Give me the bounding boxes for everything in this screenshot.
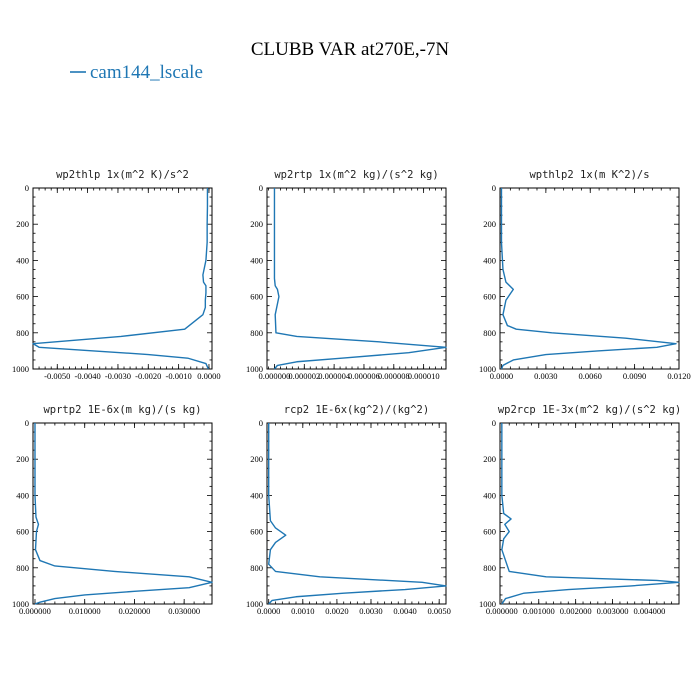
y-tick-label: 600: [250, 292, 263, 302]
y-tick-label: 200: [483, 219, 496, 229]
y-tick-label: 800: [250, 328, 263, 338]
axis-frame: [266, 422, 447, 605]
y-tick-label: 1000: [12, 364, 29, 374]
y-tick-label: 600: [483, 527, 496, 537]
series-line-cam144_lscale: [500, 188, 677, 370]
x-tick-label: 0.003000: [597, 606, 629, 616]
x-tick-label: 0.0060: [579, 371, 602, 381]
y-tick-label: 0: [492, 418, 496, 428]
x-tick-label: 0.000010: [408, 371, 440, 381]
y-tick-label: 200: [16, 454, 29, 464]
y-tick-label: 400: [16, 490, 29, 500]
y-tick-label: 400: [250, 255, 263, 265]
panel-title: wpthlp2 1x(m K^2)/s: [529, 169, 649, 181]
panel-title: rcp2 1E-6x(kg^2)/(kg^2): [284, 404, 429, 416]
y-tick-label: 800: [483, 563, 496, 573]
y-tick-label: 1000: [12, 599, 29, 609]
panel-2: wp2rtp 1x(m^2 kg)/(s^2 kg) 0 200 400 600 800 1…: [246, 169, 447, 381]
y-tick-label: 1000: [246, 364, 263, 374]
y-tick-label: 800: [250, 563, 263, 573]
y-tick-label: 0: [492, 183, 496, 193]
x-tick-label: 0.030000: [168, 606, 200, 616]
x-tick-label: 0.004000: [634, 606, 666, 616]
series-line-cam144_lscale: [268, 423, 447, 605]
panel-5: rcp2 1E-6x(kg^2)/(kg^2) 0 200 400 600 800 1000…: [246, 404, 451, 616]
x-tick-label: 0.0000: [257, 606, 280, 616]
y-tick-label: 200: [250, 219, 263, 229]
series-line-cam144_lscale: [501, 423, 680, 605]
x-tick-label: 0.010000: [69, 606, 101, 616]
x-tick-label: 0.020000: [118, 606, 150, 616]
y-tick-label: 0: [25, 418, 29, 428]
axis-frame: [499, 422, 680, 605]
legend-label: cam144_lscale: [90, 62, 203, 83]
axis-frame: [266, 187, 447, 370]
y-tick-label: 200: [16, 219, 29, 229]
y-tick-label: 400: [16, 255, 29, 265]
figure-title: CLUBB VAR at270E,-7N: [251, 39, 450, 60]
y-tick-label: 600: [483, 292, 496, 302]
x-tick-label: 0.0000: [197, 371, 220, 381]
x-tick-label: 0.0010: [291, 606, 314, 616]
x-tick-label: 0.0030: [534, 371, 557, 381]
y-tick-label: 0: [259, 418, 263, 428]
panel-title: wp2rtp 1x(m^2 kg)/(s^2 kg): [274, 169, 438, 181]
y-tick-label: 800: [16, 328, 29, 338]
y-tick-label: 400: [483, 255, 496, 265]
x-tick-label: 0.0030: [359, 606, 382, 616]
panel-4: wprtp2 1E-6x(m kg)/(s kg) 0 200 400 600 800 10…: [12, 404, 213, 616]
panel-1: wp2thlp 1x(m^2 K)/s^2 0 200 400 600 800 1000 -0…: [12, 169, 221, 381]
x-tick-label: 0.000000: [19, 606, 51, 616]
panel-title: wp2rcp 1E-3x(m^2 kg)/(s^2 kg): [498, 404, 681, 416]
x-tick-label: 0.0040: [393, 606, 416, 616]
series-line-cam144_lscale: [32, 188, 209, 370]
y-tick-label: 600: [16, 527, 29, 537]
x-tick-label: 0.0000: [490, 371, 513, 381]
x-tick-label: -0.0040: [75, 371, 101, 381]
y-tick-label: 0: [25, 183, 29, 193]
x-tick-label: 0.000006: [348, 371, 380, 381]
x-tick-label: -0.0030: [105, 371, 131, 381]
y-tick-label: 600: [16, 292, 29, 302]
y-tick-label: 400: [250, 490, 263, 500]
x-tick-label: 0.000004: [318, 371, 351, 381]
x-tick-label: 0.0120: [667, 371, 690, 381]
y-tick-label: 1000: [246, 599, 263, 609]
x-tick-label: 0.0050: [427, 606, 450, 616]
x-tick-label: 0.000000: [486, 606, 518, 616]
y-tick-label: 1000: [479, 599, 496, 609]
y-tick-label: 600: [250, 527, 263, 537]
x-tick-label: 0.0090: [623, 371, 646, 381]
x-tick-label: 0.000008: [378, 371, 410, 381]
legend: cam144_lscale: [70, 62, 203, 83]
panels: wp2thlp 1x(m^2 K)/s^2 0 200 400 600 800 1000 -0…: [12, 169, 691, 616]
series-line-cam144_lscale: [34, 423, 213, 605]
x-tick-label: -0.0050: [44, 371, 70, 381]
y-tick-label: 200: [250, 454, 263, 464]
y-tick-label: 1000: [479, 364, 496, 374]
x-tick-label: 0.001000: [523, 606, 555, 616]
panel-title: wp2thlp 1x(m^2 K)/s^2: [56, 169, 189, 181]
panel-6: wp2rcp 1E-3x(m^2 kg)/(s^2 kg)0 200 400 600 8…: [479, 404, 681, 616]
x-tick-label: 0.0020: [325, 606, 348, 616]
panel-title: wprtp2 1E-6x(m kg)/(s kg): [43, 404, 201, 416]
y-tick-label: 0: [259, 183, 263, 193]
y-tick-label: 200: [483, 454, 496, 464]
x-tick-label: -0.0010: [166, 371, 192, 381]
x-tick-label: -0.0020: [135, 371, 161, 381]
y-tick-label: 400: [483, 490, 496, 500]
y-tick-label: 800: [16, 563, 29, 573]
x-tick-label: 0.000000: [259, 371, 291, 381]
y-tick-label: 800: [483, 328, 496, 338]
series-line-cam144_lscale: [273, 188, 447, 370]
x-tick-label: 0.000002: [288, 371, 320, 381]
x-tick-label: 0.002000: [560, 606, 592, 616]
panel-3: wpthlp2 1x(m K^2)/s020040060080010000.00…: [479, 169, 691, 381]
axis-frame: [499, 187, 680, 370]
